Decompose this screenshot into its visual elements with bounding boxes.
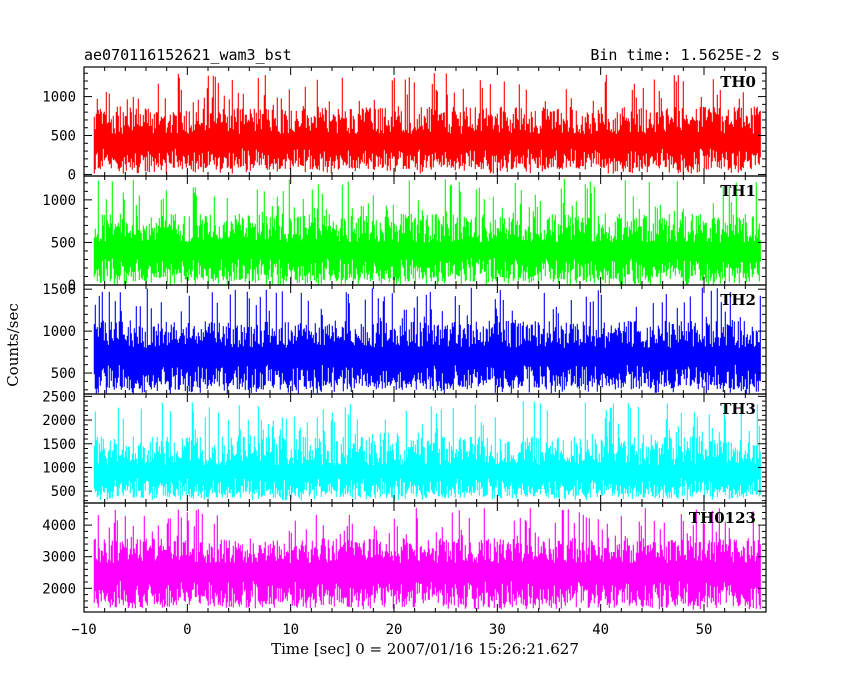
x-axis-ticks: −10 0 10 20 30 40 50 [71, 622, 712, 638]
y-tick-label: 1000 [42, 324, 76, 340]
x-tick-label: 50 [696, 622, 713, 638]
y-tick-label: 1500 [42, 437, 76, 453]
figure-title-right: Bin time: 1.5625E-2 s [590, 46, 780, 64]
y-tick-label: 500 [51, 129, 76, 145]
series-th3 [93, 401, 761, 501]
panel-label-th0: TH0 [720, 73, 756, 91]
y-tick-label: 2500 [42, 389, 76, 405]
y-tick-label: 2000 [42, 581, 76, 597]
y-tick-label: 500 [51, 235, 76, 251]
series-th0123 [93, 507, 761, 610]
series-th2 [93, 287, 761, 394]
y-tick-label: 3000 [42, 550, 76, 566]
x-tick-label: 30 [489, 622, 506, 638]
figure-title-left: ae070116152621_wam3_bst [84, 46, 292, 64]
panel-label-th0123: TH0123 [689, 509, 756, 527]
panel-label-th2: TH2 [720, 291, 756, 309]
y-tick-label: 1000 [42, 193, 76, 209]
x-tick-label: 40 [592, 622, 609, 638]
y-axis-label: Counts/sec [4, 303, 22, 387]
series-th1 [93, 178, 761, 285]
panel-frame-th0123 [83, 502, 767, 613]
panels-group: 0 500 1000 TH0 0 500 1000 TH1 500 1000 1500 TH2 500 1… [42, 66, 767, 613]
x-axis-label: Time [sec] 0 = 2007/01/16 15:26:21.627 [271, 640, 579, 658]
y-tick-label: 0 [68, 167, 76, 183]
panel-label-th1: TH1 [720, 182, 756, 200]
y-tick-label: 2000 [42, 413, 76, 429]
y-tick-label: 0 [68, 278, 76, 294]
x-tick-label: 0 [183, 622, 191, 638]
x-tick-label: 20 [386, 622, 403, 638]
y-tick-label: 500 [51, 484, 76, 500]
y-tick-label: 1000 [42, 460, 76, 476]
series-th0 [93, 73, 761, 174]
y-tick-label: 500 [51, 366, 76, 382]
y-tick-label: 1500 [42, 282, 76, 298]
panel-label-th3: TH3 [720, 400, 756, 418]
y-tick-label: 4000 [42, 518, 76, 534]
x-tick-label: −10 [71, 622, 96, 638]
y-tick-label: 1000 [42, 90, 76, 106]
x-tick-label: 10 [282, 622, 299, 638]
